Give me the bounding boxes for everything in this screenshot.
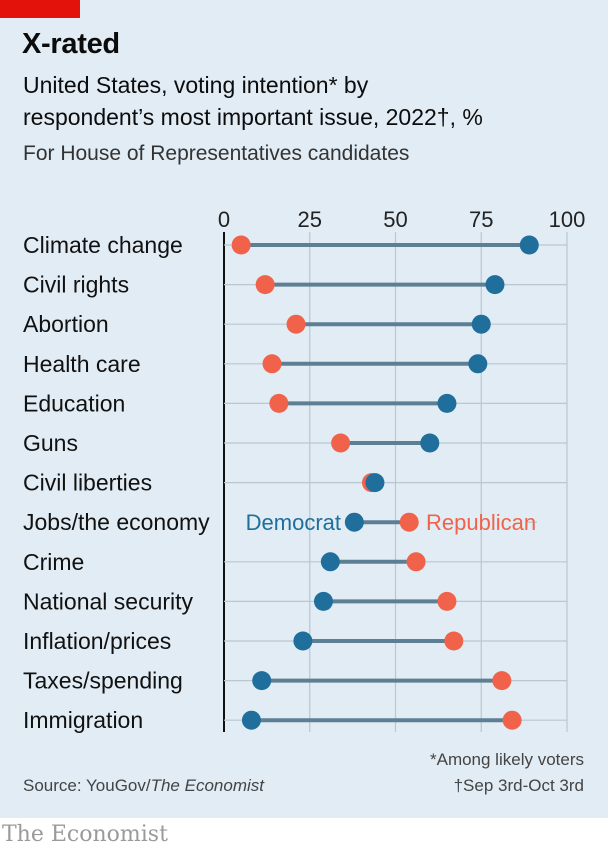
- x-tick-label-100: 100: [549, 207, 586, 232]
- democrat-point-guns: [420, 433, 440, 453]
- legend-democrat-label: Democrat: [246, 510, 341, 535]
- dumbbell-chart: 0 25 50 75 100 Climate change Civil rights Abo…: [23, 207, 585, 733]
- legend: Democrat Republican: [246, 510, 537, 535]
- category-rows: Climate change Civil rights Abortion Health…: [23, 232, 567, 733]
- category-label-guns: Guns: [23, 430, 78, 456]
- democrat-point-abortion: [471, 314, 491, 334]
- republican-point-civil-rights: [255, 275, 275, 295]
- republican-point-taxes-spending: [492, 671, 512, 691]
- x-tick-label-0: 0: [218, 207, 230, 232]
- republican-point-guns: [331, 433, 351, 453]
- category-label-national-security: National security: [23, 588, 194, 614]
- republican-point-climate-change: [231, 235, 251, 255]
- democrat-point-crime: [320, 552, 340, 572]
- category-label-civil-rights: Civil rights: [23, 272, 129, 298]
- category-label-civil-liberties: Civil liberties: [23, 470, 152, 496]
- republican-point-crime: [406, 552, 426, 572]
- category-label-inflation-prices: Inflation/prices: [23, 628, 171, 654]
- category-label-abortion: Abortion: [23, 311, 109, 337]
- democrat-point-immigration: [241, 710, 261, 730]
- category-label-taxes-spending: Taxes/spending: [23, 668, 183, 694]
- brand-wordmark: The Economist: [2, 822, 168, 847]
- source-publication: The Economist: [150, 776, 264, 795]
- republican-point-health-care: [262, 354, 282, 374]
- chart-subtitle-line-1: United States, voting intention* by: [23, 72, 369, 98]
- democrat-point-inflation-prices: [293, 631, 313, 651]
- footnote-likely-voters: *Among likely voters: [429, 750, 584, 769]
- republican-point-abortion: [286, 314, 306, 334]
- category-label-education: Education: [23, 390, 125, 416]
- republican-point-national-security: [437, 591, 457, 611]
- democrat-point-education: [437, 393, 457, 413]
- footnote-date-range: †Sep 3rd-Oct 3rd: [453, 776, 584, 795]
- democrat-point-national-security: [313, 591, 333, 611]
- republican-point-inflation-prices: [444, 631, 464, 651]
- chart-subtitle-line-3: For House of Representatives candidates: [23, 142, 410, 165]
- democrat-point-taxes-spending: [252, 671, 272, 691]
- category-label-crime: Crime: [23, 549, 84, 575]
- brand-red-tag: [0, 0, 80, 18]
- x-axis-ticks: 0 25 50 75 100: [218, 207, 585, 232]
- republican-point-immigration: [502, 710, 522, 730]
- legend-republican-label: Republican: [426, 510, 536, 535]
- democrat-point-climate-change: [519, 235, 539, 255]
- republican-point-education: [269, 393, 289, 413]
- democrat-point-jobs-the-economy: [344, 512, 364, 532]
- x-tick-label-25: 25: [298, 207, 322, 232]
- category-label-climate-change: Climate change: [23, 232, 183, 258]
- chart-subtitle-line-2: respondent’s most important issue, 2022†…: [23, 104, 483, 130]
- category-label-immigration: Immigration: [23, 707, 143, 733]
- democrat-point-civil-rights: [485, 275, 505, 295]
- category-label-jobs-the-economy: Jobs/the economy: [23, 509, 210, 535]
- category-label-health-care: Health care: [23, 351, 141, 377]
- source-prefix: Source: YouGov/: [23, 776, 151, 795]
- republican-point-jobs-the-economy: [399, 512, 419, 532]
- democrat-point-civil-liberties: [365, 473, 385, 493]
- x-tick-label-50: 50: [383, 207, 407, 232]
- x-tick-label-75: 75: [469, 207, 493, 232]
- source-note: Source: YouGov/The Economist: [23, 776, 264, 796]
- democrat-point-health-care: [468, 354, 488, 374]
- chart-title: X-rated: [22, 28, 120, 60]
